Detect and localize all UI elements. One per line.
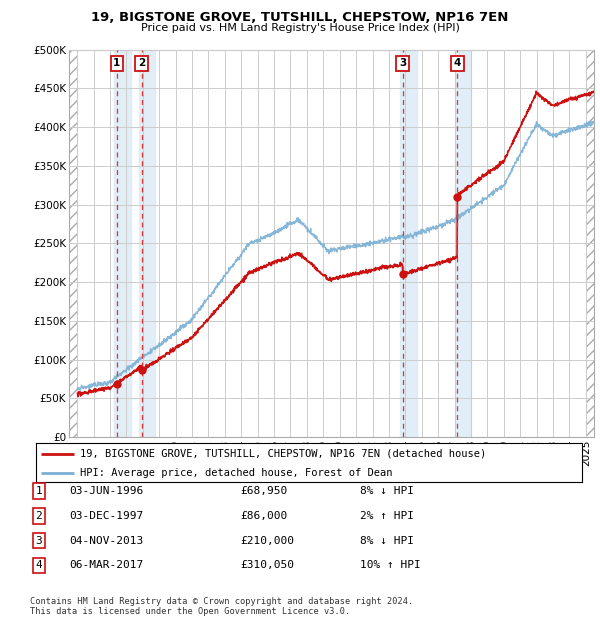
Text: 2% ↑ HPI: 2% ↑ HPI (360, 511, 414, 521)
Text: 2: 2 (138, 58, 145, 68)
Text: £310,050: £310,050 (240, 560, 294, 570)
Text: 3: 3 (399, 58, 406, 68)
Text: 10% ↑ HPI: 10% ↑ HPI (360, 560, 421, 570)
Text: £68,950: £68,950 (240, 486, 287, 496)
Text: 4: 4 (454, 58, 461, 68)
Text: 04-NOV-2013: 04-NOV-2013 (69, 536, 143, 546)
Text: Price paid vs. HM Land Registry's House Price Index (HPI): Price paid vs. HM Land Registry's House … (140, 23, 460, 33)
Bar (586, 50, 594, 437)
Text: 8% ↓ HPI: 8% ↓ HPI (360, 536, 414, 546)
Text: Contains HM Land Registry data © Crown copyright and database right 2024.: Contains HM Land Registry data © Crown c… (30, 597, 413, 606)
Text: HPI: Average price, detached house, Forest of Dean: HPI: Average price, detached house, Fore… (80, 467, 392, 477)
Bar (400, 50, 416, 437)
Text: 19, BIGSTONE GROVE, TUTSHILL, CHEPSTOW, NP16 7EN: 19, BIGSTONE GROVE, TUTSHILL, CHEPSTOW, … (91, 11, 509, 24)
Text: 03-DEC-1997: 03-DEC-1997 (69, 511, 143, 521)
Text: 3: 3 (35, 536, 43, 546)
Bar (115, 50, 131, 437)
Text: 06-MAR-2017: 06-MAR-2017 (69, 560, 143, 570)
Text: 2: 2 (35, 511, 43, 521)
Text: £210,000: £210,000 (240, 536, 294, 546)
Bar (69, 50, 77, 437)
Bar (139, 50, 155, 437)
Text: 8% ↓ HPI: 8% ↓ HPI (360, 486, 414, 496)
Text: 19, BIGSTONE GROVE, TUTSHILL, CHEPSTOW, NP16 7EN (detached house): 19, BIGSTONE GROVE, TUTSHILL, CHEPSTOW, … (80, 449, 486, 459)
Text: This data is licensed under the Open Government Licence v3.0.: This data is licensed under the Open Gov… (30, 607, 350, 616)
Text: 1: 1 (35, 486, 43, 496)
Text: £86,000: £86,000 (240, 511, 287, 521)
Text: 1: 1 (113, 58, 121, 68)
Text: 4: 4 (35, 560, 43, 570)
Text: 03-JUN-1996: 03-JUN-1996 (69, 486, 143, 496)
Bar (455, 50, 471, 437)
